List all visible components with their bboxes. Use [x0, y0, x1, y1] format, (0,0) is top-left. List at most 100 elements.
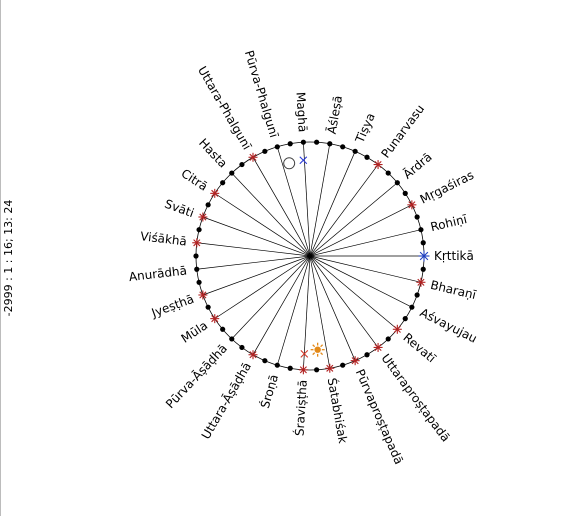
- boundary-dot: [262, 148, 268, 154]
- nakshatra-label: Āśleṣā: [325, 94, 346, 135]
- nakshatra-label: Śroṇā: [257, 372, 281, 409]
- nakshatra-label: Viśākhā: [140, 229, 188, 248]
- spoke: [202, 255, 311, 296]
- spoke: [214, 255, 311, 319]
- nakshatra-label: Bharaṇī: [429, 278, 478, 302]
- boundary-dot: [364, 154, 370, 160]
- spoke: [309, 255, 413, 308]
- boundary-dot: [414, 292, 420, 298]
- junction-dot: [194, 266, 200, 272]
- junction-dot: [300, 139, 306, 145]
- boundary-dot: [287, 365, 293, 371]
- labels: Kṛttikā Rohiṇī MṛgaśirasĀrdrāPunarvasuTiṣy…: [128, 49, 479, 467]
- spoke: [309, 204, 413, 257]
- spoke: [196, 242, 311, 257]
- boundary-dot: [239, 161, 245, 168]
- spoke: [252, 157, 311, 257]
- nakshatra-label: Pūrva-Phalgunī: [242, 49, 281, 140]
- markers: [192, 139, 430, 375]
- spoke: [309, 255, 331, 369]
- nakshatra-label: Aśvayujau: [418, 305, 480, 345]
- spokes: [196, 142, 424, 370]
- spoke: [309, 164, 379, 257]
- boundary-dot: [193, 253, 199, 259]
- boundary-dot: [314, 367, 320, 373]
- junction-dot: [394, 180, 400, 186]
- boundary-dot: [340, 144, 346, 150]
- nakshatra-label: Maghā: [293, 92, 309, 133]
- star-icon: [210, 188, 220, 198]
- nakshatra-label: Punarvasu: [378, 102, 427, 161]
- star-icon: [248, 350, 258, 360]
- left-frame-line: [0, 0, 1, 516]
- boundary-dot: [414, 214, 420, 220]
- boundary-dot: [420, 240, 426, 246]
- junction-dot: [352, 148, 358, 154]
- nakshatra-label: Kṛttikā: [434, 249, 474, 263]
- junction-dot: [229, 170, 235, 176]
- boundary-dot: [364, 352, 370, 358]
- spoke: [309, 255, 398, 330]
- star-icon: [392, 324, 402, 334]
- spoke: [309, 255, 356, 361]
- boundary-dot: [262, 358, 268, 364]
- spoke: [309, 255, 379, 348]
- boundary-dot: [196, 279, 202, 285]
- planet-cross-icon: [299, 156, 308, 165]
- junction-dot: [409, 304, 415, 310]
- star-icon: [407, 200, 417, 210]
- spoke: [231, 255, 311, 340]
- junction-dot: [274, 144, 280, 150]
- nakshatra-label: Rohiṇī: [429, 212, 469, 234]
- spoke: [276, 146, 311, 257]
- planet-cross-icon: [300, 349, 309, 358]
- junction-dot: [229, 336, 235, 342]
- boundary-dot: [314, 139, 320, 145]
- boundary-dot: [420, 266, 426, 272]
- spoke: [196, 255, 311, 270]
- boundary-dot: [385, 170, 391, 176]
- boundary-dot: [205, 202, 211, 208]
- nakshatra-label: Śraviṣṭhā: [292, 379, 310, 436]
- star-icon: [373, 342, 383, 352]
- nakshatra-label: Anurādhā: [128, 263, 188, 284]
- nakshatra-label: Tiṣya: [352, 111, 378, 146]
- boundary-dot: [385, 336, 391, 342]
- boundary-dot: [196, 227, 202, 233]
- spoke: [309, 229, 422, 257]
- boundary-dot: [205, 304, 211, 310]
- spoke: [214, 193, 311, 257]
- spoke: [276, 255, 311, 366]
- sun-icon: [310, 342, 325, 357]
- moon-icon: [283, 157, 296, 170]
- nakshatra-label: Mūla: [179, 318, 211, 345]
- nakshatra-label: Revatī: [400, 330, 438, 365]
- nakshatra-label: Citrā: [179, 166, 211, 193]
- boundary-dot: [340, 362, 346, 368]
- boundary-dot: [220, 180, 226, 186]
- star-icon: [192, 238, 202, 248]
- boundary-dot: [402, 190, 408, 196]
- nakshatra-label: Svāti: [163, 197, 196, 220]
- junction-dot: [274, 362, 280, 368]
- star-icon: [350, 356, 360, 366]
- spoke: [309, 182, 398, 257]
- star-icon: [210, 314, 220, 324]
- junction-dot: [418, 227, 424, 233]
- star-icon: [373, 160, 383, 170]
- star-icon: [418, 250, 430, 262]
- star-icon: [248, 152, 258, 162]
- boundary-dot: [239, 344, 245, 351]
- spoke: [309, 151, 356, 257]
- star-icon: [298, 365, 308, 375]
- star-icon: [416, 277, 426, 287]
- boundary-dot: [220, 326, 226, 332]
- spoke: [252, 255, 311, 355]
- star-icon: [325, 363, 335, 373]
- bodies: [283, 156, 325, 358]
- star-icon: [198, 290, 208, 300]
- spoke: [309, 255, 422, 283]
- nakshatra-label: Ārdrā: [400, 150, 434, 182]
- nakshatra-label: Hasta: [196, 136, 230, 171]
